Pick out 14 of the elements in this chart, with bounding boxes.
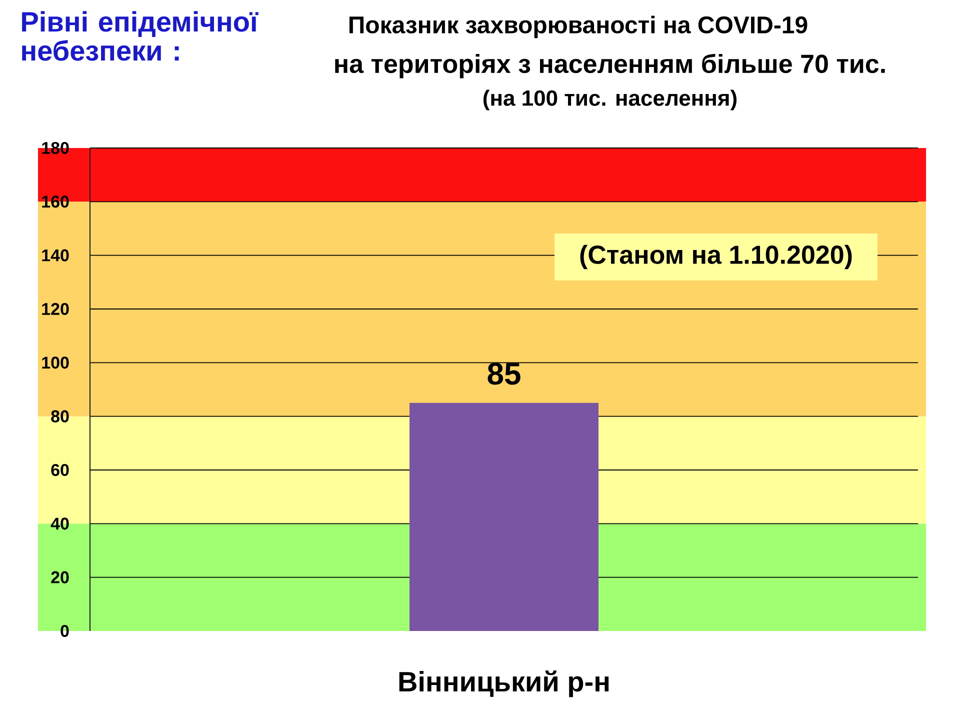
y-tick-label: 120 [42,302,69,316]
chart-subtitle: на територіях з населенням більше 70 тис. [335,54,885,78]
chart-title: Показник захворюваності на COVID-19 [349,16,808,38]
y-tick-label: 40 [50,518,69,530]
annotation: (Станом на 1.10.2020) [580,244,852,270]
text: Рівні епідемічної небезпеки : [22,11,258,61]
text: (на 100 тис. населення) [483,90,736,110]
y-tick-label: 20 [51,571,69,584]
x-tick-label: Вінницький р-н [399,670,609,698]
data-label: 85 [488,362,520,385]
y-tick-label: 80 [51,410,69,422]
y-tick-label: 100 [42,356,69,369]
y-tick-label: 60 [51,464,69,476]
y-tick-label: 140 [42,249,69,262]
